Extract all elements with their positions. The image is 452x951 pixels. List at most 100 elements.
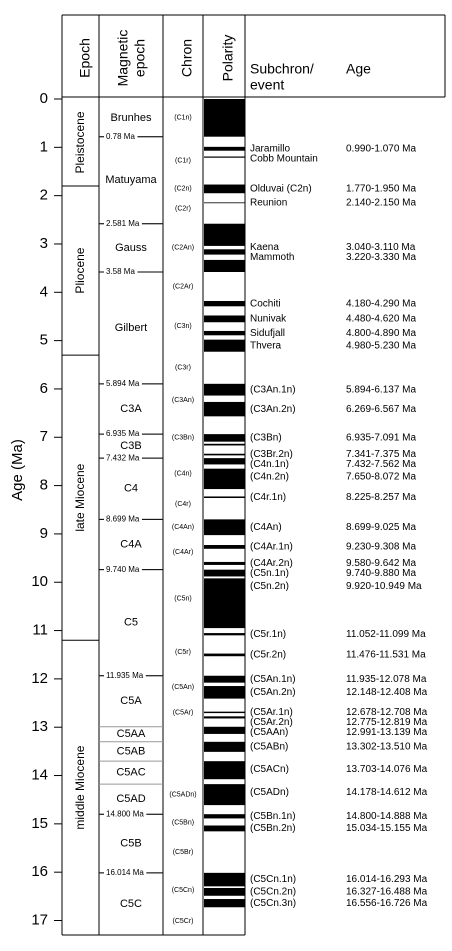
y-tick-label: 3 [40, 235, 48, 252]
magnetic-boundary-label: 0.78 Ma [106, 132, 135, 141]
subchron-age: 12.148-12.408 Ma [346, 687, 428, 698]
normal-polarity [204, 569, 245, 577]
subchron-name: (C5An.1n) [250, 674, 296, 685]
subchron-age: 13.302-13.510 Ma [346, 741, 428, 752]
y-tick-label: 12 [31, 670, 48, 687]
subchron-name: Jaramillo [250, 143, 290, 154]
label-background [104, 218, 142, 229]
subchron-age: 11.935-12.078 Ma [346, 674, 427, 685]
magnetic-epoch-label: C3B [120, 440, 141, 452]
magnetic-epoch-label: Gilbert [115, 322, 147, 334]
subchron-age: 9.580-9.642 Ma [346, 558, 416, 569]
normal-polarity [204, 899, 245, 908]
subchron-age: 16.327-16.488 Ma [346, 887, 428, 898]
subchron-age: 4.800-4.890 Ma [346, 328, 416, 339]
magnetic-epoch-label: C3A [120, 403, 142, 415]
subchron-age: 4.480-4.620 Ma [346, 314, 416, 325]
epoch-label: Pliocene [73, 247, 87, 293]
chron-label: (C5Ar) [173, 709, 194, 716]
normal-polarity [204, 686, 245, 699]
chron-label: (C4Ar) [173, 549, 194, 556]
subchron-age: 15.034-15.155 Ma [346, 823, 428, 834]
magnetic-epoch-label: C5AC [116, 767, 145, 779]
subchron-age: 12.678-12.708 Ma [346, 707, 428, 718]
label-background [104, 378, 142, 389]
subchron-name: (C5Cn.1n) [250, 874, 296, 885]
subchron-name: Thvera [250, 340, 282, 351]
subchron-name: (C5An.2n) [250, 687, 296, 698]
chron-label: (C5Cn) [172, 887, 195, 894]
y-tick-label: 1 [40, 138, 48, 155]
subchron-age: 8.699-9.025 Ma [346, 522, 416, 533]
subchron-age: 6.935-7.091 Ma [346, 433, 416, 444]
subchron-age: 7.341-7.375 Ma [346, 449, 416, 460]
subchron-name: (C3An.2n) [250, 404, 296, 415]
chron-label: (C3An) [172, 397, 194, 404]
normal-polarity [204, 887, 245, 896]
subchron-name: (C5ADn) [250, 787, 289, 798]
subchron-name: (C3Bn) [250, 433, 282, 444]
header: Age [346, 61, 371, 77]
normal-polarity [204, 453, 245, 456]
normal-polarity [204, 872, 245, 887]
magnetic-epoch-label: C5AB [117, 745, 146, 757]
y-tick-label: 6 [40, 380, 48, 397]
normal-polarity [204, 519, 245, 536]
subchron-age: 14.178-14.612 Ma [346, 787, 428, 798]
subchron-name: (C4Ar.2n) [250, 558, 293, 569]
magnetic-boundary-label: 6.935 Ma [106, 429, 140, 438]
normal-polarity [204, 675, 245, 683]
subchron-name: (C5Ar.2n) [250, 717, 293, 728]
normal-polarity [204, 339, 245, 352]
chron-label: (C5An) [172, 684, 194, 691]
subchron-name: (C5n.1n) [250, 568, 289, 579]
header: Polarity [220, 35, 236, 82]
subchron-age: 7.650-8.072 Ma [346, 471, 416, 482]
magnetic-boundary-label: 14.800 Ma [106, 809, 144, 818]
subchron-age: 13.703-14.076 Ma [346, 764, 428, 775]
magnetic-epoch-label: C5AA [117, 728, 146, 740]
y-axis-label: Age (Ma) [9, 439, 26, 501]
normal-polarity [204, 383, 245, 396]
magnetic-boundary-label: 5.894 Ma [106, 379, 140, 388]
subchron-name: (C4An) [250, 522, 282, 533]
magnetic-epoch-label: C5AD [116, 793, 145, 805]
magnetic-epoch-label: C4A [120, 538, 142, 550]
subchron-name: (C5Cn.3n) [250, 898, 296, 909]
chron-label: (C5Cr) [173, 918, 194, 925]
normal-polarity [204, 784, 245, 806]
subchron-age: 6.269-6.567 Ma [346, 404, 416, 415]
subchron-name: Mammoth [250, 252, 294, 263]
subchron-name: (C5ABn) [250, 741, 288, 752]
normal-polarity [204, 202, 245, 204]
subchron-name: (C4Ar.1n) [250, 542, 293, 553]
chron-label: (C3Bn) [172, 435, 194, 442]
normal-polarity [204, 633, 245, 636]
normal-polarity [204, 726, 245, 734]
label-background [104, 429, 142, 440]
magnetic-boundary-label: 16.014 Ma [106, 868, 144, 877]
chron-label: (C2n) [174, 186, 192, 193]
magnetic-boundary-label: 9.740 Ma [106, 565, 140, 574]
normal-polarity [204, 401, 245, 417]
subchron-age: 16.014-16.293 Ma [346, 874, 428, 885]
label-background [104, 564, 142, 575]
y-tick-label: 14 [31, 767, 48, 784]
magnetic-boundary-label: 11.935 Ma [106, 671, 144, 680]
subchron-age: 12.775-12.819 Ma [346, 717, 428, 728]
header: event [250, 77, 284, 93]
chron-label: (C1r) [175, 157, 191, 164]
header: epoch [132, 39, 148, 77]
y-tick-label: 16 [31, 863, 48, 880]
subchron-name: Olduvai (C2n) [250, 184, 312, 195]
epoch-label: middle Miocene [73, 745, 87, 829]
subchron-age: 1.770-1.950 Ma [346, 184, 416, 195]
subchron-name: Sidufjall [250, 328, 285, 339]
subchron-age: 11.052-11.099 Ma [346, 629, 426, 640]
chron-label: (C5Br) [173, 849, 194, 856]
subchron-age: 4.980-5.230 Ma [346, 340, 416, 351]
subchron-name: (C5n.2n) [250, 581, 289, 592]
y-tick-label: 0 [40, 90, 48, 107]
normal-polarity [204, 741, 245, 752]
